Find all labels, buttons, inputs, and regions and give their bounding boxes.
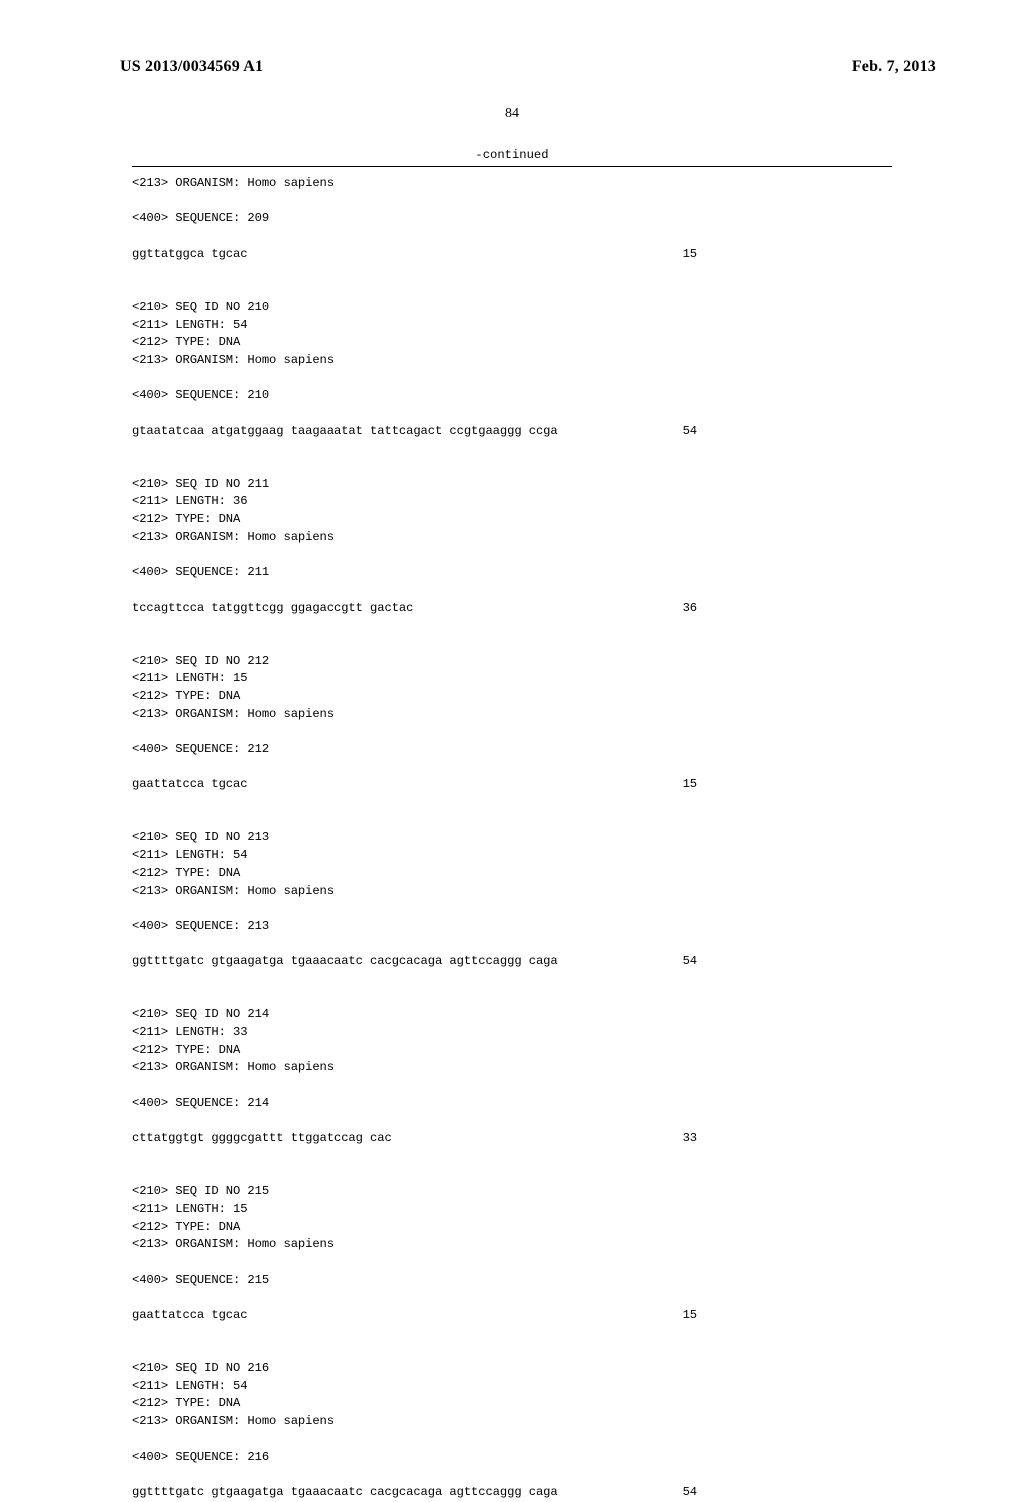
sequence-row: gaattatcca tgcac15 — [132, 1307, 887, 1325]
sequence-row: cttatggtgt ggggcgattt ttggatccag cac33 — [132, 1130, 887, 1148]
sequence-length: 54 — [558, 953, 887, 971]
page-header: US 2013/0034569 A1 Feb. 7, 2013 — [0, 0, 1024, 76]
top-rule — [132, 166, 892, 167]
sequence-length: 54 — [558, 1484, 887, 1502]
sequence-row: gaattatcca tgcac15 — [132, 776, 887, 794]
sequence-text: gaattatcca tgcac — [132, 776, 247, 794]
sequence-length: 15 — [247, 776, 887, 794]
sequence-text: gaattatcca tgcac — [132, 1307, 247, 1325]
sequence-row: ggttatggca tgcac15 — [132, 246, 887, 264]
sequence-row: ggttttgatc gtgaagatga tgaaacaatc cacgcac… — [132, 953, 887, 971]
sequence-length: 54 — [558, 423, 887, 441]
sequence-length: 33 — [392, 1130, 887, 1148]
sequence-text: cttatggtgt ggggcgattt ttggatccag cac — [132, 1130, 392, 1148]
sequence-text: tccagttcca tatggttcgg ggagaccgtt gactac — [132, 600, 413, 618]
sequence-text: ggttatggca tgcac — [132, 246, 247, 264]
sequence-text: ggttttgatc gtgaagatga tgaaacaatc cacgcac… — [132, 1484, 558, 1502]
patent-date: Feb. 7, 2013 — [852, 58, 936, 76]
sequence-text: gtaatatcaa atgatggaag taagaaatat tattcag… — [132, 423, 558, 441]
sequence-row: ggttttgatc gtgaagatga tgaaacaatc cacgcac… — [132, 1484, 887, 1502]
sequence-listing: <213> ORGANISM: Homo sapiens <400> SEQUE… — [132, 175, 1024, 1502]
page-number: 84 — [0, 106, 1024, 122]
sequence-row: gtaatatcaa atgatggaag taagaaatat tattcag… — [132, 423, 887, 441]
continued-label: -continued — [0, 148, 1024, 162]
sequence-length: 15 — [247, 1307, 887, 1325]
sequence-row: tccagttcca tatggttcgg ggagaccgtt gactac3… — [132, 600, 887, 618]
patent-number: US 2013/0034569 A1 — [120, 58, 263, 76]
sequence-length: 15 — [247, 246, 887, 264]
sequence-text: ggttttgatc gtgaagatga tgaaacaatc cacgcac… — [132, 953, 558, 971]
sequence-length: 36 — [413, 600, 887, 618]
